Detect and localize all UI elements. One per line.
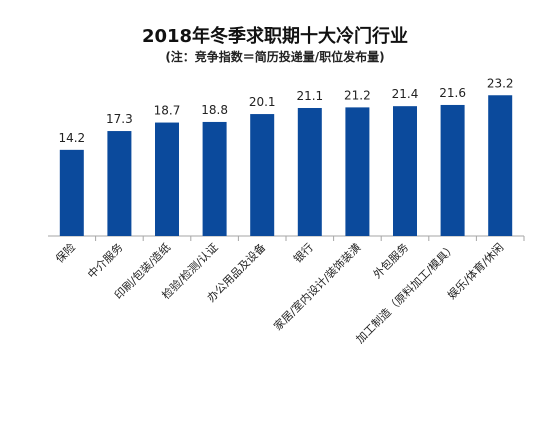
data-label: 21.2 <box>344 88 371 102</box>
bar <box>297 107 322 236</box>
data-label: 23.2 <box>487 76 514 90</box>
category-label: 家居/室内设计/装饰装潢 <box>271 240 364 333</box>
data-label: 21.1 <box>296 89 323 103</box>
data-label: 21.6 <box>439 86 466 100</box>
bar <box>155 122 179 236</box>
data-label: 21.4 <box>392 87 419 101</box>
data-label: 18.8 <box>201 103 228 117</box>
data-label: 18.7 <box>154 104 181 118</box>
bar <box>202 121 227 236</box>
bar <box>345 107 370 237</box>
category-label: 中介服务 <box>85 241 125 281</box>
bar <box>107 131 132 236</box>
data-label: 17.3 <box>106 112 133 126</box>
category-label: 保险 <box>52 240 77 265</box>
category-label: 外包服务 <box>371 241 411 281</box>
category-label: 加工制造（原料加工/模具） <box>353 240 459 346</box>
data-label: 14.2 <box>58 131 85 145</box>
chart-subtitle: (注：竞争指数＝简历投递量/职位发布量) <box>165 50 385 64</box>
bar <box>440 104 465 237</box>
bar <box>250 114 275 236</box>
category-label: 银行 <box>290 240 315 265</box>
data-label: 20.1 <box>249 95 276 109</box>
chart-title: 2018年冬季求职期十大冷门行业 <box>141 26 409 47</box>
bar <box>488 95 513 237</box>
bar <box>393 106 417 236</box>
bar <box>59 149 84 236</box>
